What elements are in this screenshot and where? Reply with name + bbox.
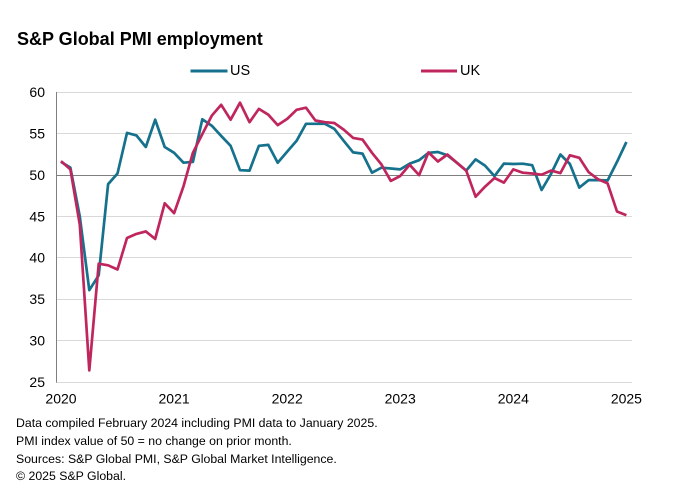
svg-text:40: 40 xyxy=(29,250,45,266)
svg-text:2020: 2020 xyxy=(45,391,76,407)
svg-text:2025: 2025 xyxy=(611,391,642,407)
svg-text:35: 35 xyxy=(29,291,45,307)
svg-text:55: 55 xyxy=(29,126,45,142)
svg-text:2021: 2021 xyxy=(159,391,190,407)
svg-text:45: 45 xyxy=(29,208,45,224)
svg-text:60: 60 xyxy=(29,84,45,100)
svg-text:UK: UK xyxy=(460,63,480,79)
svg-text:US: US xyxy=(230,63,250,79)
svg-text:30: 30 xyxy=(29,332,45,348)
svg-text:50: 50 xyxy=(29,167,45,183)
svg-text:2023: 2023 xyxy=(385,391,416,407)
svg-text:2022: 2022 xyxy=(272,391,303,407)
svg-text:2024: 2024 xyxy=(498,391,529,407)
svg-text:25: 25 xyxy=(29,374,45,390)
